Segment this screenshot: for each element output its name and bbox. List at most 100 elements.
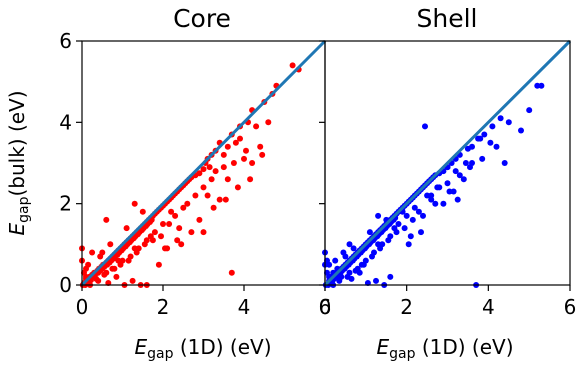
data-point xyxy=(129,277,136,284)
data-point xyxy=(366,229,373,236)
data-point xyxy=(475,135,482,142)
data-point xyxy=(469,143,475,150)
data-point xyxy=(289,62,296,69)
data-point xyxy=(375,212,382,219)
data-point xyxy=(192,192,199,199)
data-point xyxy=(89,249,96,256)
data-point xyxy=(332,257,339,264)
data-point xyxy=(206,164,213,171)
data-point xyxy=(407,233,414,240)
x-axis-label-shell: Egap (1D) (eV) xyxy=(376,335,513,362)
data-point xyxy=(253,123,260,130)
data-point xyxy=(166,221,173,227)
data-point xyxy=(487,139,494,146)
panel-title-shell: Shell xyxy=(417,4,478,33)
data-point xyxy=(493,143,500,150)
data-point xyxy=(180,204,187,211)
data-point xyxy=(462,160,469,166)
data-point xyxy=(107,241,114,248)
reference-line-core xyxy=(80,39,327,287)
data-point xyxy=(385,237,392,244)
data-point xyxy=(356,269,363,276)
y-ticks-core: 0 2 4 6 xyxy=(59,29,82,297)
x-axis-label-core: Egap (1D) (eV) xyxy=(134,335,271,362)
data-point xyxy=(172,212,179,219)
points-shell xyxy=(322,82,545,288)
data-point xyxy=(350,245,357,252)
data-point xyxy=(401,225,408,232)
x-tick-label: 2 xyxy=(400,295,413,319)
data-point xyxy=(216,196,223,203)
data-point xyxy=(133,249,140,256)
data-point xyxy=(538,82,545,89)
x-ticks-shell: 0 2 4 6 xyxy=(319,40,576,319)
data-point xyxy=(196,216,203,223)
data-point xyxy=(336,277,343,284)
data-point xyxy=(123,225,130,232)
data-point xyxy=(224,143,231,150)
y-axis-label: Egap(bulk) (eV) xyxy=(5,90,32,235)
data-point xyxy=(168,208,175,215)
data-point xyxy=(446,188,453,195)
data-point xyxy=(479,155,486,162)
data-point xyxy=(93,275,100,282)
axes-frame-shell xyxy=(324,40,571,286)
data-point xyxy=(340,249,347,256)
data-point xyxy=(387,273,394,280)
data-point xyxy=(489,123,496,130)
data-point xyxy=(178,241,185,248)
data-point xyxy=(257,143,264,150)
data-point xyxy=(237,135,243,142)
data-point xyxy=(265,119,272,126)
data-point xyxy=(247,176,254,183)
data-point xyxy=(418,229,424,236)
data-point xyxy=(456,172,463,179)
data-point xyxy=(162,245,168,252)
data-point xyxy=(228,269,235,276)
panel-title-core: Core xyxy=(173,4,231,33)
x-tick-label: 6 xyxy=(319,295,332,319)
data-point xyxy=(526,107,533,114)
data-point xyxy=(405,241,412,248)
x-tick-label: 4 xyxy=(482,295,495,319)
data-point xyxy=(131,200,138,207)
x-tick-label: 0 xyxy=(76,295,89,319)
data-point xyxy=(454,196,461,203)
data-point xyxy=(109,265,116,272)
data-point xyxy=(220,151,227,158)
data-point xyxy=(210,204,217,211)
data-point xyxy=(125,257,132,264)
data-point xyxy=(434,184,441,191)
data-point xyxy=(200,184,207,191)
data-point xyxy=(204,192,211,199)
data-point xyxy=(220,164,227,171)
data-point xyxy=(249,160,256,166)
data-point xyxy=(184,200,191,207)
data-point xyxy=(230,160,237,166)
data-point xyxy=(409,216,416,223)
data-point xyxy=(212,168,219,175)
panel-core: Core 0 2 4 6 0 2 4 6 Egap (1D) (eV) Egap(bulk)… xyxy=(5,4,331,362)
data-point xyxy=(141,241,148,248)
data-point xyxy=(534,82,541,89)
y-tick-label: 6 xyxy=(59,29,72,53)
data-point xyxy=(377,245,384,252)
data-point xyxy=(224,176,231,183)
data-point xyxy=(200,166,207,173)
data-point xyxy=(505,119,512,126)
reference-line-shell xyxy=(323,39,572,287)
data-point xyxy=(196,170,203,177)
data-point xyxy=(411,204,418,211)
y-tick-label: 0 xyxy=(59,273,72,297)
data-point xyxy=(360,261,367,268)
data-point xyxy=(243,147,249,154)
y-tick-label: 4 xyxy=(59,110,72,134)
data-point xyxy=(460,176,467,183)
data-point xyxy=(346,241,353,248)
data-point xyxy=(151,229,158,236)
data-point xyxy=(444,180,451,187)
data-point xyxy=(155,261,162,268)
data-point xyxy=(158,233,164,240)
data-point xyxy=(117,261,124,268)
data-point xyxy=(422,123,428,130)
